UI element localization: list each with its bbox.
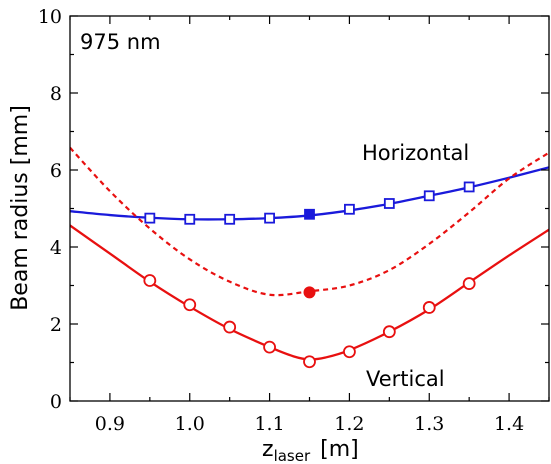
data-point-vertical	[462, 277, 476, 290]
x-axis-label-main: z	[262, 437, 274, 462]
fit-curve-dashed	[70, 146, 549, 297]
x-axis-label: zlaser [m]	[262, 437, 359, 464]
series-label-horizontal: Horizontal	[362, 141, 469, 165]
y-tick-label: 6	[50, 160, 62, 182]
y-tick-label: 0	[50, 391, 62, 413]
data-point-horizontal	[463, 181, 475, 193]
y-tick-label: 8	[50, 83, 62, 105]
plot-frame	[69, 15, 550, 402]
data-point-vertical	[263, 340, 276, 354]
x-axis-label-sub: laser	[274, 447, 311, 464]
data-point-horizontal	[144, 212, 156, 224]
x-tick-label: 0.9	[95, 413, 125, 435]
tick-labels-layer: 0.9 1.0 1.1 1.2 1.3 1.4 0 2 4 6 8 10	[38, 6, 524, 435]
x-tick-label: 1.1	[254, 413, 284, 435]
y-axis-label: Beam radius [mm]	[8, 105, 33, 311]
data-point-vertical	[183, 298, 197, 312]
data-point-horizontal	[423, 190, 435, 202]
data-point-vertical	[422, 301, 436, 314]
x-tick-label: 1.3	[414, 413, 444, 435]
data-point-horizontal	[383, 198, 395, 209]
markers-layer	[143, 181, 476, 369]
highlight-point-dashed	[303, 286, 316, 299]
data-point-vertical	[343, 345, 356, 359]
y-tick-label: 10	[38, 6, 62, 28]
data-point-horizontal	[264, 212, 275, 224]
highlight-point-horizontal	[304, 209, 315, 220]
y-tick-label: 4	[50, 237, 62, 259]
curves-layer	[70, 146, 549, 361]
series-label-vertical: Vertical	[366, 367, 445, 391]
data-point-vertical	[382, 325, 396, 339]
data-point-horizontal	[184, 213, 196, 225]
data-point-horizontal	[344, 203, 355, 215]
data-point-horizontal	[224, 213, 236, 225]
data-point-vertical	[303, 355, 316, 369]
x-tick-label: 1.0	[175, 413, 205, 435]
x-axis-label-unit: [m]	[320, 437, 359, 462]
annotation-wavelength: 975 nm	[80, 30, 161, 54]
x-tick-label: 1.2	[334, 413, 364, 435]
x-tick-label: 1.4	[494, 413, 524, 435]
data-point-vertical	[223, 320, 237, 334]
y-tick-label: 2	[50, 314, 62, 336]
ticks-layer	[69, 15, 550, 402]
data-point-vertical	[143, 274, 157, 287]
